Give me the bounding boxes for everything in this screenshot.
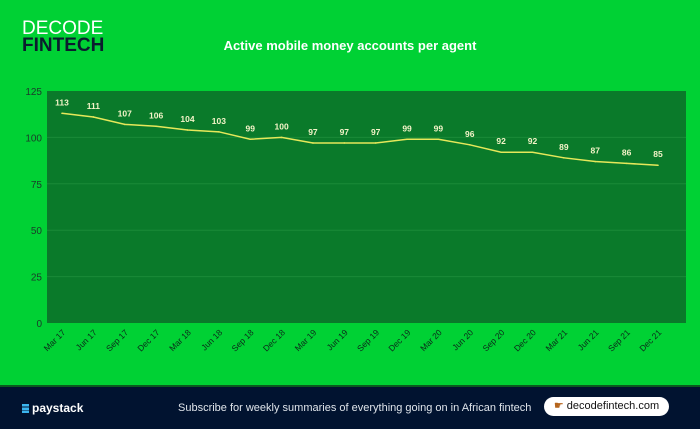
data-label: 92	[496, 136, 506, 146]
data-label: 103	[212, 116, 226, 126]
logo-line1: DECODE	[22, 18, 104, 39]
data-label: 89	[559, 142, 569, 152]
chart-title: Active mobile money accounts per agent	[223, 38, 477, 53]
data-label: 97	[371, 127, 381, 137]
y-tick-label: 50	[31, 226, 43, 237]
data-label: 99	[434, 123, 444, 133]
y-tick-label: 75	[31, 180, 43, 191]
data-label: 99	[245, 123, 255, 133]
x-tick-label: Dec 21	[637, 327, 663, 353]
x-tick-label: Dec 17	[135, 327, 161, 353]
data-label: 107	[118, 108, 132, 118]
data-point	[280, 136, 283, 139]
data-point	[155, 125, 157, 128]
x-tick-label: Dec 19	[386, 327, 412, 353]
series-line	[61, 112, 659, 166]
data-point	[61, 112, 63, 115]
data-point	[563, 157, 565, 159]
data-label: 113	[55, 97, 69, 107]
x-tick-label: Mar 17	[42, 327, 68, 353]
x-tick-label: Sep 18	[229, 327, 255, 353]
line-chart: 0 25 50 75 100 125 113 111 107 106 104 103 99 100 97 97…	[25, 87, 686, 353]
y-tick-label: 0	[36, 319, 42, 330]
data-point	[249, 138, 252, 141]
data-label: 97	[308, 127, 318, 137]
data-point	[92, 116, 95, 118]
x-tick-label: Mar 18	[167, 327, 193, 353]
data-point	[468, 144, 471, 146]
pointing-hand-icon: ☛	[553, 400, 564, 412]
x-tick-label: Jun 21	[576, 327, 601, 352]
x-tick-label: Dec 18	[261, 327, 287, 353]
x-tick-label: Sep 17	[104, 327, 130, 353]
footer: paystack Subscribe for weekly summaries …	[0, 385, 700, 429]
data-point	[500, 151, 502, 154]
data-label: 86	[622, 147, 632, 157]
data-point	[406, 138, 408, 141]
y-tick-label: 125	[25, 87, 42, 98]
x-tick-label: Jun 20	[450, 327, 475, 352]
data-label: 106	[149, 110, 163, 120]
data-label: 87	[591, 146, 601, 156]
data-point	[594, 160, 597, 163]
data-point	[374, 142, 377, 144]
website-link-label: decodefintech.com	[566, 400, 660, 412]
data-point	[437, 138, 440, 141]
data-label: 97	[340, 127, 350, 137]
data-point	[312, 142, 314, 144]
paystack-icon	[22, 404, 29, 413]
website-link[interactable]: ☛ decodefintech.com	[544, 397, 669, 416]
paystack-logo: paystack	[22, 401, 83, 415]
x-tick-label: Mar 19	[293, 327, 319, 353]
x-tick-label: Jun 17	[74, 327, 99, 352]
x-tick-label: Mar 20	[418, 327, 444, 353]
plot-area	[47, 91, 686, 323]
data-point	[218, 131, 220, 133]
data-point	[123, 123, 126, 126]
data-label: 111	[87, 101, 101, 111]
x-tick-label: Sep 21	[606, 327, 632, 353]
paystack-label: paystack	[32, 401, 84, 415]
y-tick-label: 25	[31, 273, 43, 284]
data-label: 104	[180, 114, 194, 124]
x-tick-label: Mar 21	[544, 327, 570, 353]
y-tick-label: 100	[25, 133, 42, 144]
data-label: 99	[402, 123, 412, 133]
data-point	[657, 164, 659, 167]
x-tick-label: Jun 18	[199, 327, 224, 352]
decode-fintech-logo: DECODE FINTECH	[22, 18, 105, 56]
data-label: 92	[528, 136, 538, 146]
data-label: 85	[653, 149, 663, 159]
x-tick-label: Dec 20	[512, 327, 538, 353]
data-point	[186, 129, 189, 131]
data-point	[531, 151, 534, 154]
data-point	[625, 162, 628, 165]
logo-line2: FINTECH	[22, 35, 105, 56]
x-tick-label: Sep 20	[480, 327, 506, 353]
subscribe-text: Subscribe for weekly summaries of everyt…	[178, 402, 532, 414]
x-tick-label: Jun 19	[325, 327, 350, 352]
data-label: 100	[274, 121, 288, 131]
data-label: 96	[465, 129, 475, 139]
data-point	[343, 142, 346, 144]
x-tick-label: Sep 19	[355, 327, 381, 353]
